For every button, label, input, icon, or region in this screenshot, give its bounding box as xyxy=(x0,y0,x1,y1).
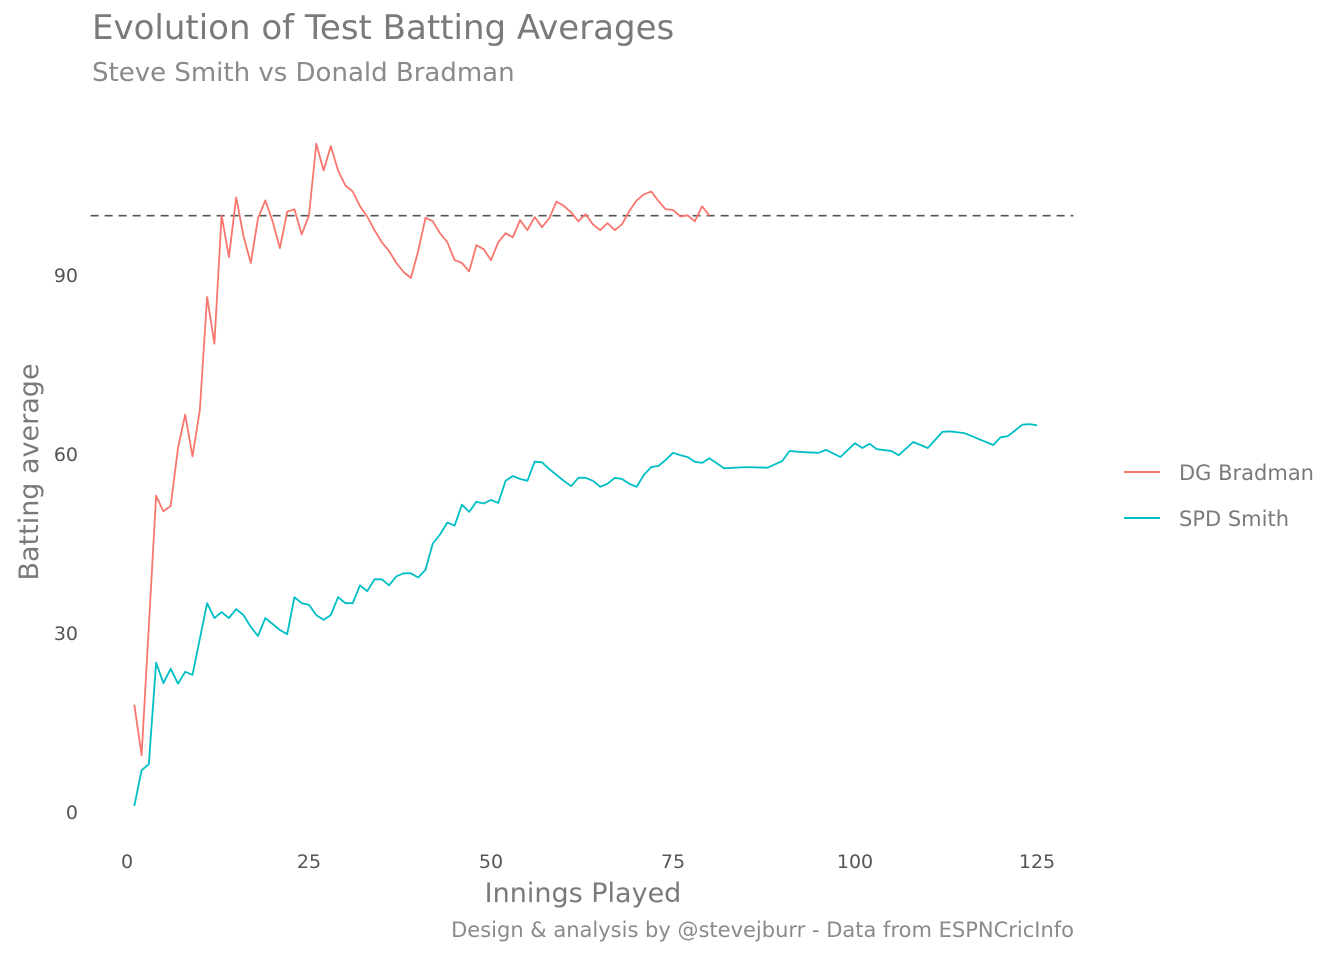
y-axis-ticks: 0 30 60 90 xyxy=(54,265,78,824)
x-axis-title: Innings Played xyxy=(485,878,682,909)
legend-label-dg-bradman: DG Bradman xyxy=(1179,461,1314,485)
series-line-dg-bradman xyxy=(133,142,711,757)
legend: DG Bradman SPD Smith xyxy=(1124,461,1314,531)
chart-title: Evolution of Test Batting Averages xyxy=(92,8,675,48)
chart-subtitle: Steve Smith vs Donald Bradman xyxy=(92,58,515,88)
x-tick-label: 100 xyxy=(837,851,873,873)
series-line-spd-smith xyxy=(133,423,1038,807)
y-axis-title: Batting average xyxy=(14,363,45,580)
legend-label-spd-smith: SPD Smith xyxy=(1179,507,1289,531)
chart-caption: Design & analysis by @stevejburr - Data … xyxy=(451,918,1074,942)
x-tick-label: 75 xyxy=(661,851,685,873)
x-axis-ticks: 0 25 50 75 100 125 xyxy=(121,851,1055,873)
y-tick-label: 30 xyxy=(54,623,78,645)
x-tick-label: 50 xyxy=(479,851,503,873)
y-tick-label: 60 xyxy=(54,444,78,466)
x-tick-label: 125 xyxy=(1019,851,1055,873)
x-tick-label: 0 xyxy=(121,851,133,873)
x-tick-label: 25 xyxy=(297,851,321,873)
y-tick-label: 90 xyxy=(54,265,78,287)
series-layer xyxy=(133,142,1038,807)
y-tick-label: 0 xyxy=(66,802,78,824)
